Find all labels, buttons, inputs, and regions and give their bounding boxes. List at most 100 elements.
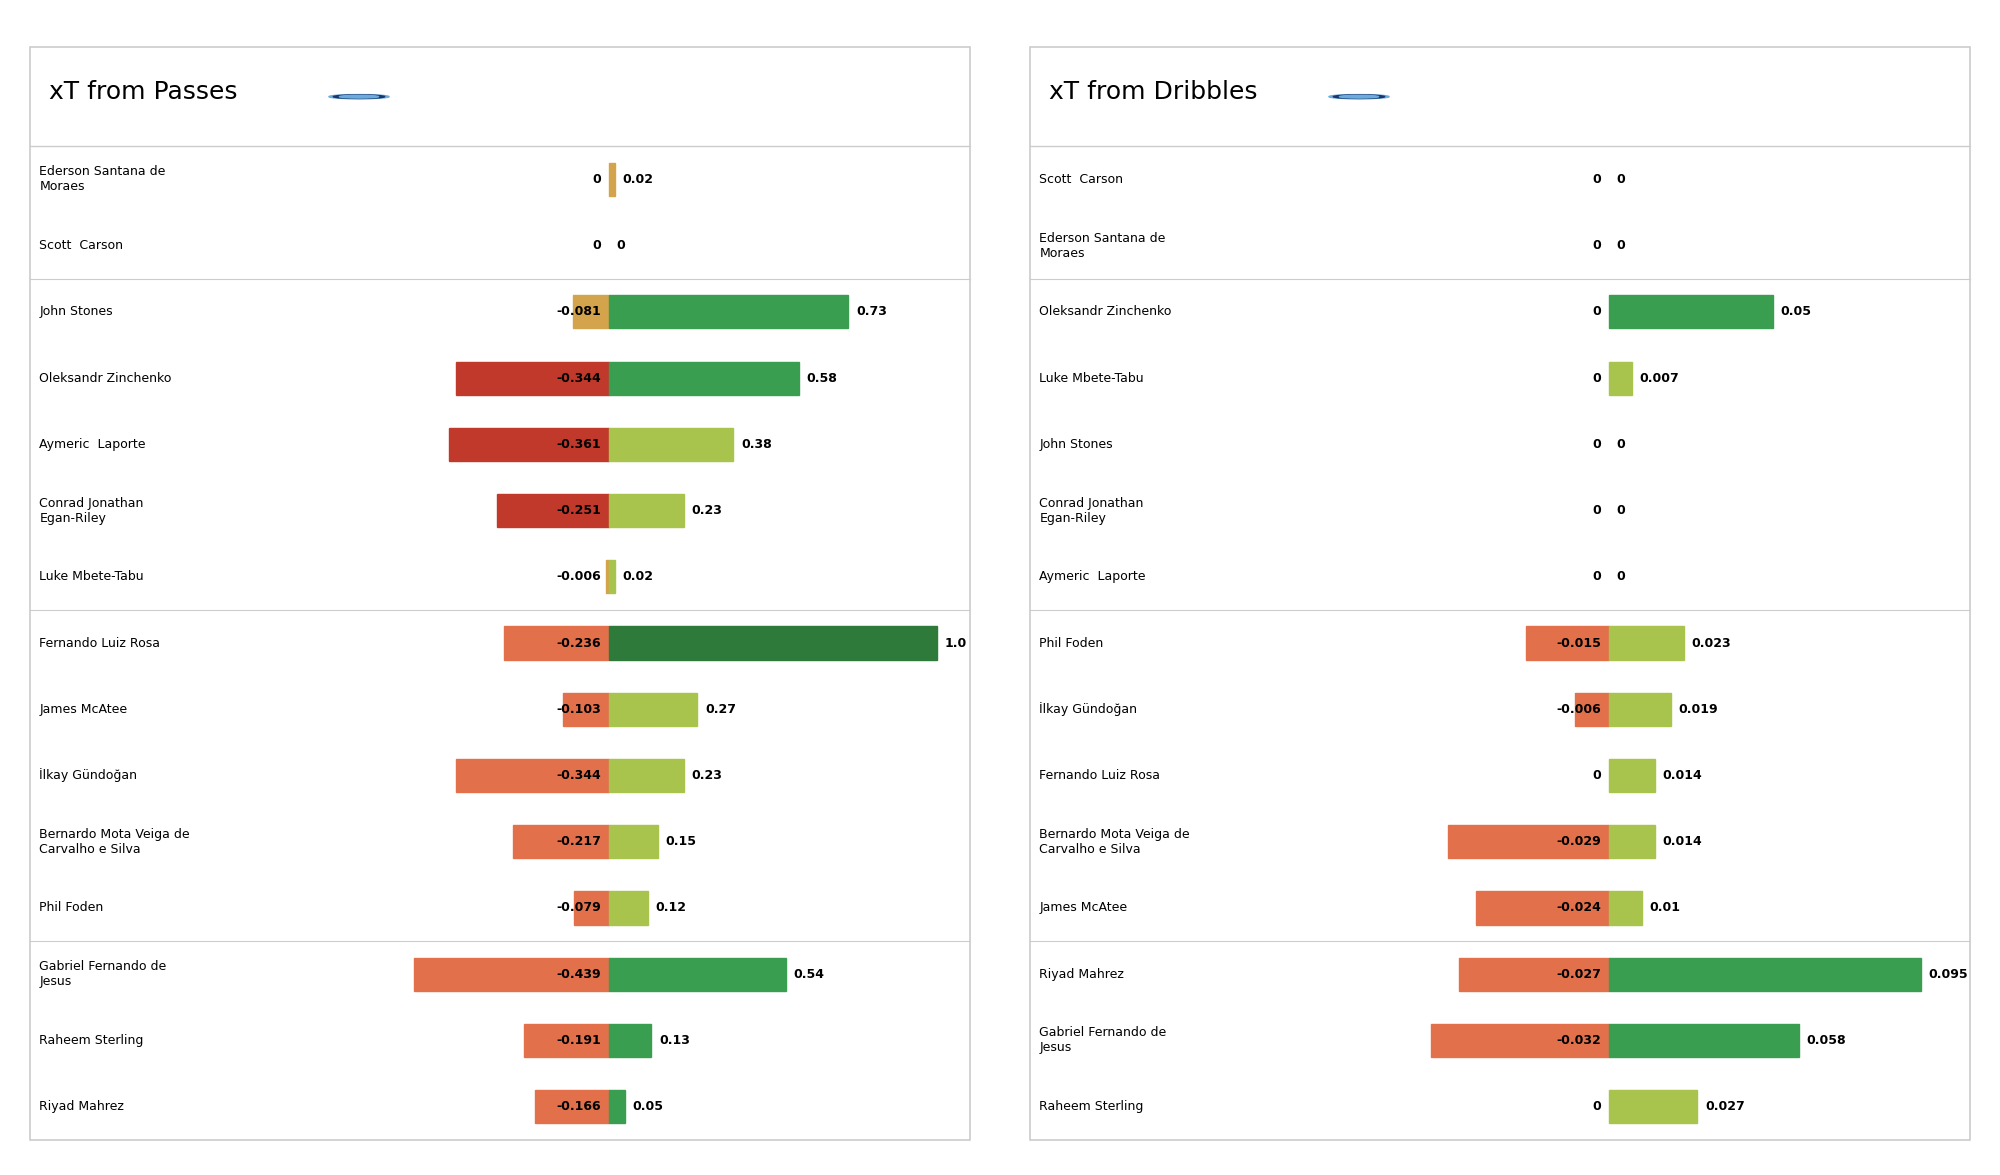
Text: 0: 0 [1592,504,1602,517]
Text: Gabriel Fernando de
Jesus: Gabriel Fernando de Jesus [40,960,166,988]
Text: 0: 0 [1616,570,1624,583]
Bar [608,892,648,925]
Circle shape [340,95,378,98]
Text: Conrad Jonathan
Egan-Riley: Conrad Jonathan Egan-Riley [40,497,144,524]
Text: -0.006: -0.006 [556,570,602,583]
Text: -0.029: -0.029 [1556,835,1602,848]
Text: 0: 0 [1592,768,1602,783]
Text: İlkay Gündoğan: İlkay Gündoğan [40,768,138,783]
Text: Scott  Carson: Scott Carson [1040,173,1124,186]
Text: Conrad Jonathan
Egan-Riley: Conrad Jonathan Egan-Riley [1040,497,1144,524]
Text: Oleksandr Zinchenko: Oleksandr Zinchenko [1040,306,1172,318]
Bar [1448,825,1608,858]
Text: -0.344: -0.344 [556,768,602,783]
Bar [608,1090,626,1123]
Circle shape [1334,95,1384,99]
Text: 0: 0 [1616,173,1624,186]
Bar [608,494,684,528]
Text: 0.13: 0.13 [658,1034,690,1047]
Bar [1608,1090,1698,1123]
Text: James McAtee: James McAtee [1040,901,1128,914]
Text: 0.23: 0.23 [692,504,722,517]
Text: 0: 0 [1616,438,1624,451]
Bar [608,693,698,726]
Bar [448,428,608,461]
Bar [456,759,608,792]
Bar [608,560,616,593]
Bar [456,362,608,395]
Text: Bernardo Mota Veiga de
Carvalho e Silva: Bernardo Mota Veiga de Carvalho e Silva [40,827,190,855]
Text: 0: 0 [1592,371,1602,384]
Text: Raheem Sterling: Raheem Sterling [40,1034,144,1047]
Text: 0.095: 0.095 [1928,968,1968,981]
Text: -0.217: -0.217 [556,835,602,848]
Text: John Stones: John Stones [1040,438,1114,451]
Text: Scott  Carson: Scott Carson [40,240,124,253]
Bar [608,825,658,858]
Text: John Stones: John Stones [40,306,114,318]
Bar [1608,958,1920,991]
Text: xT from Dribbles: xT from Dribbles [1048,80,1258,103]
Text: -0.361: -0.361 [556,438,602,451]
Bar [608,428,734,461]
Text: Fernando Luiz Rosa: Fernando Luiz Rosa [1040,768,1160,783]
Text: -0.079: -0.079 [556,901,602,914]
Text: 0.014: 0.014 [1662,835,1702,848]
Text: Luke Mbete-Tabu: Luke Mbete-Tabu [40,570,144,583]
Text: 0: 0 [616,240,624,253]
Text: 0: 0 [1592,1100,1602,1113]
Bar [608,759,684,792]
Text: 0.23: 0.23 [692,768,722,783]
Text: 0.38: 0.38 [742,438,772,451]
Text: 0.05: 0.05 [632,1100,664,1113]
Circle shape [328,94,390,99]
Text: 0.007: 0.007 [1640,371,1678,384]
Text: Phil Foden: Phil Foden [1040,637,1104,650]
Text: Phil Foden: Phil Foden [40,901,104,914]
Text: Aymeric  Laporte: Aymeric Laporte [1040,570,1146,583]
Text: -0.032: -0.032 [1556,1034,1602,1047]
Bar [608,958,786,991]
Bar [524,1023,608,1058]
Bar [564,693,608,726]
Bar [1608,362,1632,395]
Bar [606,560,608,593]
Text: -0.027: -0.027 [1556,968,1602,981]
Bar [574,892,608,925]
Text: -0.081: -0.081 [556,306,602,318]
Text: 0.02: 0.02 [622,173,654,186]
Text: 0.73: 0.73 [856,306,886,318]
Text: -0.024: -0.024 [1556,901,1602,914]
Bar [512,825,608,858]
Text: 0.01: 0.01 [1650,901,1680,914]
Bar [1576,693,1608,726]
Text: -0.191: -0.191 [556,1034,602,1047]
Text: 0.023: 0.023 [1692,637,1732,650]
Bar [1608,825,1654,858]
Bar [1608,892,1642,925]
Text: -0.015: -0.015 [1556,637,1602,650]
Text: Oleksandr Zinchenko: Oleksandr Zinchenko [40,371,172,384]
Text: Riyad Mahrez: Riyad Mahrez [40,1100,124,1113]
Text: 0: 0 [1616,504,1624,517]
Bar [1608,1023,1800,1058]
Bar [608,1023,652,1058]
Bar [498,494,608,528]
Text: -0.344: -0.344 [556,371,602,384]
Text: Riyad Mahrez: Riyad Mahrez [1040,968,1124,981]
Bar [1608,759,1654,792]
Bar [1608,295,1772,329]
Text: 1.0: 1.0 [944,637,966,650]
Text: 0.12: 0.12 [656,901,686,914]
Bar [608,362,800,395]
Bar [608,295,848,329]
Text: Ederson Santana de
Moraes: Ederson Santana de Moraes [1040,231,1166,260]
Text: Ederson Santana de
Moraes: Ederson Santana de Moraes [40,166,166,194]
Text: Fernando Luiz Rosa: Fernando Luiz Rosa [40,637,160,650]
Text: 0.058: 0.058 [1806,1034,1846,1047]
Text: 0.014: 0.014 [1662,768,1702,783]
Text: James McAtee: James McAtee [40,703,128,716]
Text: -0.103: -0.103 [556,703,602,716]
Text: 0: 0 [592,173,602,186]
Circle shape [1340,95,1378,98]
